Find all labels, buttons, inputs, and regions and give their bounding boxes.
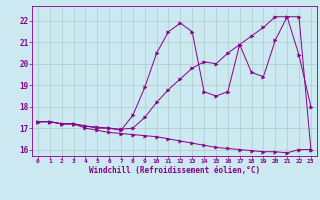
X-axis label: Windchill (Refroidissement éolien,°C): Windchill (Refroidissement éolien,°C) — [89, 166, 260, 175]
